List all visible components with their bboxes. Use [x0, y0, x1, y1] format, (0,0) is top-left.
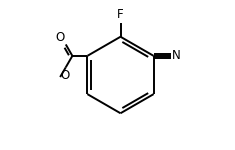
Text: O: O: [55, 31, 65, 44]
Text: O: O: [60, 69, 70, 82]
Text: F: F: [117, 8, 124, 21]
Text: N: N: [172, 49, 181, 62]
